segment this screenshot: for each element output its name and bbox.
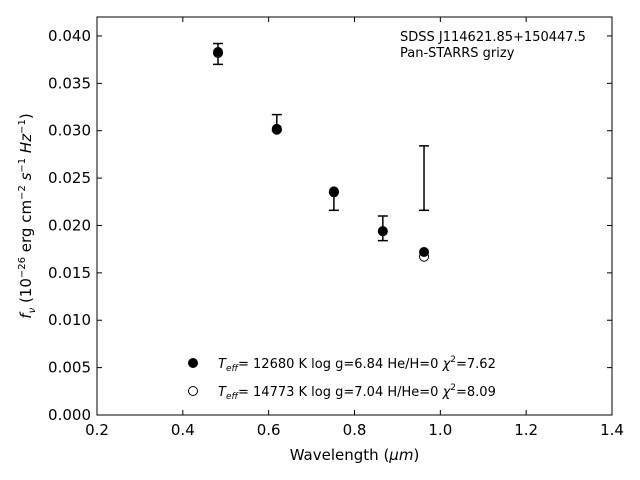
filled-point-3 <box>377 226 388 237</box>
y-tick-label-6: 0.030 <box>48 122 91 140</box>
y-tick-label-1: 0.005 <box>48 359 91 377</box>
axis-ticks: 0.2 0.4 0.6 0.8 1.0 1.2 1.4 0.000 0.005 0.010 0.01… <box>48 17 624 439</box>
filled-point-1 <box>271 123 282 134</box>
y-tick-label-7: 0.035 <box>48 74 91 92</box>
annotation-object: SDSS J114621.85+150447.5 <box>400 30 586 45</box>
annotation-survey: Pan-STARRS grizy <box>400 46 515 61</box>
y-tick-label-3: 0.015 <box>48 264 91 282</box>
y-tick-label-4: 0.020 <box>48 216 91 234</box>
plot-frame <box>96 16 613 416</box>
legend-marker-filled <box>188 358 198 368</box>
legend-entry-1: Teff= 12680 K log g=6.84 He/H=0 χ2=7.62 <box>218 355 496 374</box>
annotation-block: SDSS J114621.85+150447.5 Pan-STARRS griz… <box>400 30 586 61</box>
legend-marker-open <box>188 386 198 396</box>
error-bar-4 <box>419 145 430 212</box>
y-tick-label-8: 0.040 <box>48 27 91 45</box>
x-tick-label-3: 0.8 <box>343 421 367 439</box>
legend: Teff= 12680 K log g=6.84 He/H=0 χ2=7.62 … <box>188 355 496 402</box>
legend-entry-2: Teff= 14773 K log g=7.04 H/He=0 χ2=8.09 <box>218 383 496 402</box>
x-tick-label-1: 0.4 <box>171 421 195 439</box>
y-tick-label-0: 0.000 <box>48 406 91 424</box>
x-tick-label-4: 1.0 <box>428 421 452 439</box>
x-axis-label: Wavelength (μm) <box>290 446 420 464</box>
y-tick-label-2: 0.010 <box>48 311 91 329</box>
y-tick-label-5: 0.025 <box>48 169 91 187</box>
filled-point-2 <box>328 186 339 197</box>
filled-point-4 <box>419 247 430 258</box>
x-tick-label-2: 0.6 <box>257 421 281 439</box>
x-tick-label-6: 1.4 <box>600 421 624 439</box>
error-bars <box>213 42 430 242</box>
y-axis-label: fν (10−26 erg cm−2 s−1 Hz−1) <box>17 113 38 318</box>
data-points <box>213 47 430 262</box>
x-tick-label-0: 0.2 <box>85 421 109 439</box>
filled-point-0 <box>213 47 224 58</box>
x-tick-label-5: 1.2 <box>514 421 538 439</box>
